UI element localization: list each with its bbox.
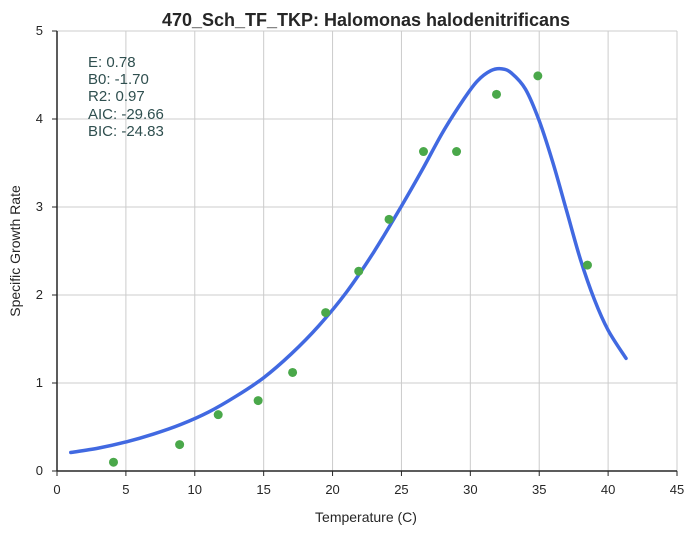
y-tick-label: 3 <box>36 199 43 214</box>
data-point <box>108 457 118 467</box>
x-tick-label: 45 <box>670 482 684 497</box>
data-point <box>288 367 298 377</box>
fit-curve <box>69 66 628 455</box>
annotation-e: E: 0.78 <box>88 54 136 71</box>
y-tick-label: 4 <box>36 111 43 126</box>
x-tick-label: 35 <box>532 482 546 497</box>
y-axis-label: Specific Growth Rate <box>7 185 23 317</box>
x-tick-label: 10 <box>188 482 202 497</box>
data-point <box>452 147 462 157</box>
observed-series <box>108 71 592 467</box>
data-point <box>321 308 331 318</box>
y-tick-label: 5 <box>36 23 43 38</box>
data-point <box>582 260 592 270</box>
data-point <box>354 266 364 276</box>
data-point <box>492 89 502 99</box>
x-tick-label: 20 <box>325 482 339 497</box>
x-tick-label: 30 <box>463 482 477 497</box>
grid <box>56 30 678 472</box>
x-tick-label: 40 <box>601 482 615 497</box>
y-tick-label: 0 <box>36 463 43 478</box>
annotation-aic: AIC: -29.66 <box>88 106 164 123</box>
y-tick-label: 1 <box>36 375 43 390</box>
data-point <box>175 440 185 450</box>
data-point <box>253 396 263 406</box>
x-tick-label: 5 <box>122 482 129 497</box>
data-point <box>213 410 223 420</box>
fit-statistics: E: 0.78 B0: -1.70 R2: 0.97 AIC: -29.66 B… <box>88 54 164 140</box>
y-tick-label: 2 <box>36 287 43 302</box>
annotation-bic: BIC: -24.83 <box>88 123 164 140</box>
x-axis-label: Temperature (C) <box>315 509 417 525</box>
x-tick-label: 25 <box>394 482 408 497</box>
chart-title: 470_Sch_TF_TKP: Halomonas halodenitrific… <box>162 10 570 30</box>
annotation-r2: R2: 0.97 <box>88 88 145 105</box>
annotation-b0: B0: -1.70 <box>88 71 149 88</box>
fit-series <box>69 66 628 455</box>
data-point <box>533 71 543 81</box>
data-point <box>384 214 394 224</box>
data-point <box>418 147 428 157</box>
x-tick-label: 15 <box>256 482 270 497</box>
x-tick-label: 0 <box>53 482 60 497</box>
